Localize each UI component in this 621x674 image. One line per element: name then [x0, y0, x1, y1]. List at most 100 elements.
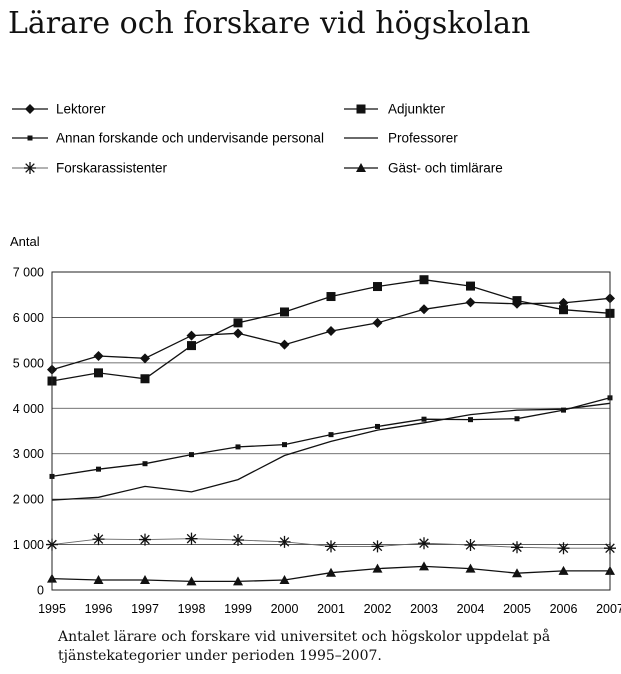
data-point — [96, 466, 101, 472]
data-point — [514, 416, 520, 422]
data-point — [512, 568, 522, 578]
data-point — [465, 563, 476, 573]
legend-marker — [24, 162, 36, 174]
data-point — [468, 417, 473, 423]
data-point — [93, 351, 104, 362]
data-point — [561, 407, 566, 413]
y-tick-label: 5 000 — [13, 356, 44, 370]
data-point — [189, 452, 194, 458]
legend-item: Forskarassistenter — [12, 161, 168, 176]
data-point — [186, 330, 197, 341]
series-5 — [47, 561, 615, 586]
data-point — [328, 432, 334, 438]
legend-item: Annan forskande och undervisande persona… — [12, 131, 324, 146]
y-axis-label: Antal — [10, 234, 40, 249]
x-tick-label: 1998 — [178, 602, 206, 616]
legend-item: Lektorer — [12, 102, 106, 117]
data-point — [279, 339, 290, 350]
data-point — [372, 317, 383, 328]
data-point — [140, 575, 150, 585]
data-point — [419, 561, 429, 571]
data-point — [372, 563, 383, 573]
data-point — [559, 305, 568, 315]
data-point — [325, 540, 337, 553]
series-line — [51, 402, 611, 501]
data-point — [140, 353, 150, 364]
legend-marker — [25, 104, 35, 114]
data-point — [93, 575, 104, 585]
x-tick-label: 2005 — [503, 602, 531, 616]
legend-marker — [27, 135, 33, 141]
data-point — [185, 532, 198, 545]
data-point — [92, 533, 105, 546]
y-tick-label: 7 000 — [13, 266, 44, 280]
legend: Lektorer Adjunkter Annan forskande och und… — [12, 102, 503, 176]
x-tick-label: 2006 — [550, 602, 578, 616]
legend-item: Adjunkter — [344, 102, 446, 117]
x-tick-labels: 1995 1996 1997 1998 1999 2000 2001 2002 2003 2004… — [38, 602, 621, 616]
data-point — [140, 374, 150, 384]
x-tick-label: 1996 — [85, 602, 113, 616]
gridlines — [52, 317, 610, 545]
data-point — [464, 539, 477, 552]
legend-marker — [356, 104, 366, 114]
legend-label: Lektorer — [56, 102, 106, 117]
data-point — [326, 292, 336, 302]
x-tick-label: 2002 — [364, 602, 392, 616]
data-point — [373, 282, 382, 292]
data-point — [419, 275, 429, 285]
data-point — [235, 444, 241, 450]
data-point — [142, 461, 148, 467]
x-tick-label: 1995 — [38, 602, 66, 616]
legend-label: Forskarassistenter — [56, 161, 168, 176]
y-tick-label: 1 000 — [13, 538, 44, 552]
x-tick-label: 1999 — [224, 602, 252, 616]
x-tick-label: 2000 — [271, 602, 299, 616]
series-4 — [46, 532, 616, 555]
legend-item: Professorer — [344, 131, 458, 146]
y-tick-labels: 0 1 000 2 000 3 000 4 000 5 000 6 000 7 000 — [13, 266, 44, 598]
data-point — [139, 533, 151, 546]
data-point — [282, 442, 287, 448]
data-point — [279, 575, 290, 585]
data-point — [233, 318, 243, 328]
data-point — [326, 567, 336, 577]
legend-label: Adjunkter — [388, 102, 446, 117]
data-point — [375, 423, 380, 429]
data-point — [233, 328, 243, 339]
data-point — [419, 304, 429, 315]
y-tick-label: 4 000 — [13, 402, 44, 416]
legend-item: Gäst- och timlärare — [344, 161, 503, 176]
data-point — [511, 541, 523, 554]
data-point — [186, 576, 197, 586]
x-tick-label: 2003 — [410, 602, 438, 616]
x-tick-label: 1997 — [131, 602, 159, 616]
series-lines — [46, 275, 616, 586]
data-point — [465, 297, 476, 308]
legend-marker — [356, 163, 366, 172]
figure-caption: Antalet lärare och forskare vid universi… — [58, 629, 551, 664]
data-point — [371, 540, 384, 553]
y-tick-label: 0 — [37, 584, 44, 598]
data-point — [280, 307, 289, 317]
x-tick-label: 2007 — [596, 602, 621, 616]
x-tick-label: 2004 — [457, 602, 485, 616]
x-tick-label: 2001 — [317, 602, 345, 616]
data-point — [326, 326, 336, 337]
data-point — [418, 537, 430, 550]
y-tick-label: 2 000 — [13, 493, 44, 507]
legend-label: Professorer — [388, 131, 458, 146]
data-point — [278, 535, 291, 548]
data-point — [421, 416, 427, 422]
data-point — [233, 576, 243, 586]
series-3 — [51, 402, 611, 501]
data-point — [232, 534, 244, 547]
chart-title: Lärare och forskare vid högskolan — [8, 6, 531, 41]
y-tick-label: 3 000 — [13, 447, 44, 461]
plot-frame — [51, 271, 611, 591]
series-2 — [49, 395, 613, 479]
data-point — [558, 565, 569, 575]
legend-label: Gäst- och timlärare — [388, 161, 503, 176]
data-point — [187, 341, 196, 351]
